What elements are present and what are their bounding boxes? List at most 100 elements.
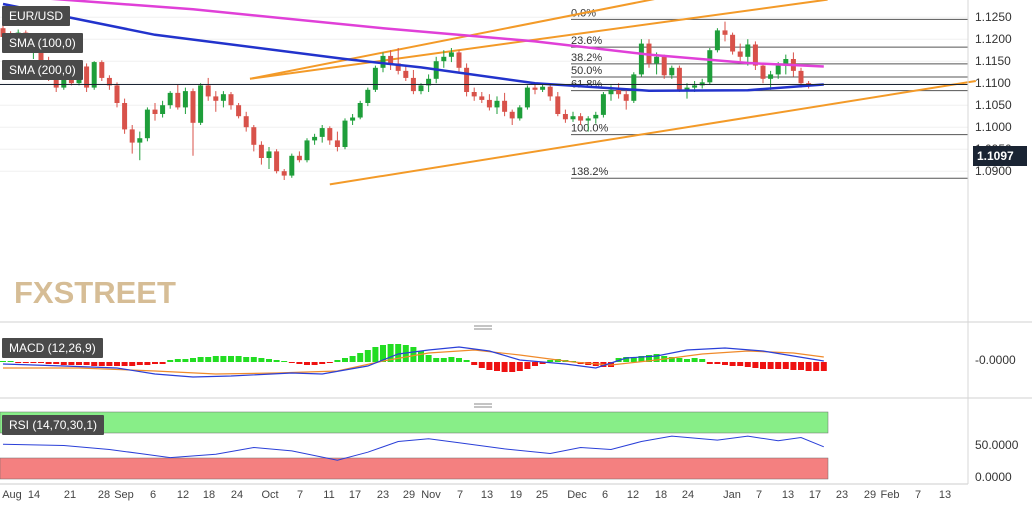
candle-bullish [182,91,188,108]
time-tick-label: 23 [836,489,848,501]
candle-bullish [312,136,318,141]
rsi-oversold-zone [0,457,829,480]
candle-bullish [669,67,675,76]
candle-bearish [122,103,128,130]
macd-bar-positive [425,355,432,362]
candle-bearish [532,87,538,90]
candle-bearish [327,128,333,141]
rsi-legend[interactable]: RSI (14,70,30,1) [2,415,105,435]
time-tick-label: 13 [782,489,794,501]
macd-bar-positive [433,358,440,362]
macd-bar-negative [76,362,82,365]
time-tick-label: Jan [723,489,741,501]
macd-bar-negative [326,362,333,363]
macd-bar-negative [144,362,151,365]
macd-bar-positive [266,359,272,362]
candle-bullish [684,87,690,90]
macd-bar-negative [478,362,485,368]
macd-bar-positive [547,360,554,362]
time-tick-label: 29 [864,489,876,501]
macd-bar-negative [159,362,166,364]
candle-bearish [395,63,401,71]
macd-bar-positive [630,357,637,362]
candle-bearish [737,51,743,57]
price-tick-label: 1.1250 [975,10,1012,24]
macd-bar-negative [296,362,303,364]
macd-bar-positive [258,358,265,362]
candle-bearish [661,56,667,76]
candle-bearish [38,45,44,62]
candle-bullish [304,140,310,161]
macd-bar-negative [729,362,736,366]
main-price-pane[interactable]: 0.0%23.6%38.2%50.0%61.8%100.0%138.2% FXS… [0,0,1012,322]
macd-bar-positive [190,358,196,362]
candle-bullish [692,85,698,88]
time-tick-label: 12 [177,489,189,501]
macd-legend[interactable]: MACD (12,26,9) [2,338,103,358]
time-tick-label: 13 [481,489,493,501]
candle-bullish [448,52,454,57]
macd-bar-negative [714,362,721,364]
time-tick-label: 25 [536,489,548,501]
time-tick-label: 19 [510,489,522,501]
candle-bullish [638,43,644,75]
candle-bullish [494,100,500,108]
macd-bar-positive [410,347,417,362]
macd-bar-positive [212,356,219,362]
macd-bar-negative [53,362,60,364]
channel-middle-line [249,0,828,80]
rsi-pane[interactable]: 50.0000 0.0000 [0,411,1019,484]
macd-bar-negative [152,362,158,364]
channel-lower-line [329,80,976,186]
candle-bearish [114,85,120,103]
macd-axis-label: -0.0000 [975,353,1016,367]
candle-bearish [464,67,470,92]
macd-bar-positive [364,350,371,362]
candle-bullish [600,94,606,115]
candle-bearish [258,144,264,158]
macd-bar-negative [311,362,318,365]
candle-bullish [365,89,371,103]
candle-bullish [745,44,751,57]
candle-bearish [798,70,804,84]
sma100-legend[interactable]: SMA (100,0) [2,33,83,53]
macd-bar-positive [174,359,181,362]
candle-bearish [676,67,682,90]
candle-bearish [752,44,758,66]
candle-bearish [274,151,280,172]
time-tick-label: 13 [939,489,951,501]
macd-bar-negative [539,362,546,364]
macd-bar-negative [68,362,75,365]
macd-bar-negative [820,362,827,371]
macd-bar-positive [440,358,447,362]
time-tick-label: Aug [2,489,22,501]
candle-bullish [654,56,660,64]
candle-bullish [144,109,150,139]
candle-bearish [251,127,257,145]
macd-bar-negative [106,362,113,366]
macd-bar-negative [737,362,744,366]
candle-bullish [167,92,173,106]
candle-bullish [593,114,599,119]
candle-bearish [190,91,196,123]
rsi-line [2,435,824,461]
macd-bar-negative [304,362,310,365]
macd-bar-positive [380,345,386,362]
sma-100-line [2,2,824,92]
pane-resize-handle-1[interactable] [474,325,492,330]
candle-bearish [53,76,59,88]
sma200-legend[interactable]: SMA (200,0) [2,60,83,80]
time-tick-label: Feb [881,489,900,501]
candle-bullish [570,116,576,120]
macd-bar-negative [45,362,52,364]
pane-resize-handle-2[interactable] [474,403,492,408]
candle-bearish [555,96,561,114]
time-tick-label: 24 [231,489,243,501]
macd-bar-positive [342,358,348,362]
time-tick-label: Nov [421,489,441,501]
macd-pane[interactable]: -0.0000 [0,344,1016,378]
macd-bar-positive [699,359,706,362]
candle-bullish [289,155,295,176]
symbol-label[interactable]: EUR/USD [2,6,71,26]
